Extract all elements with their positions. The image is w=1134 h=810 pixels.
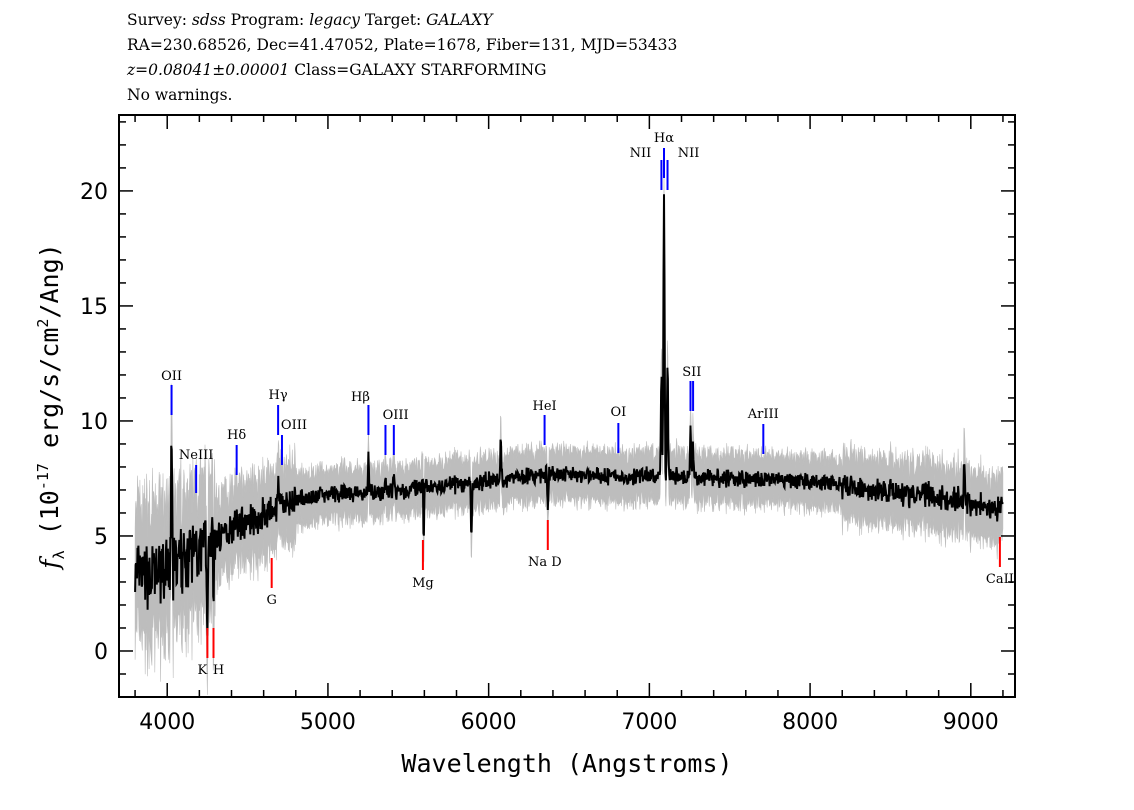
line-marker-label: SII bbox=[682, 365, 701, 380]
x-tick-label: 6000 bbox=[461, 710, 517, 735]
line-marker-label: K bbox=[198, 663, 208, 678]
line-marker-label: OIII bbox=[281, 418, 307, 433]
line-marker-label: Hδ bbox=[227, 428, 246, 443]
x-axis-title: Wavelength (Angstroms) bbox=[401, 749, 732, 778]
plot-frame bbox=[118, 114, 1016, 698]
line-marker-label: G bbox=[266, 593, 276, 608]
redshift: z=0.08041±0.00001 bbox=[127, 61, 290, 79]
survey-label: Survey: bbox=[127, 11, 187, 29]
target-label: Target: bbox=[364, 11, 422, 29]
y-tick-label: 15 bbox=[80, 295, 108, 320]
warnings: No warnings. bbox=[127, 86, 233, 104]
x-tick-label: 5000 bbox=[300, 710, 356, 735]
error-band bbox=[134, 174, 1004, 695]
y-axis-title: fλ (10-17 erg/s/cm2/Ang) bbox=[34, 243, 68, 570]
flux-series bbox=[134, 194, 1004, 636]
line-marker-label: HeI bbox=[532, 399, 556, 414]
header-line-2: RA=230.68526, Dec=41.47052, Plate=1678, … bbox=[127, 36, 678, 54]
header-line-3: z=0.08041±0.00001 Class=GALAXY STARFORMI… bbox=[127, 61, 547, 79]
program-label: Program: bbox=[230, 11, 305, 29]
class: Class=GALAXY STARFORMING bbox=[294, 61, 547, 79]
y-tick-label: 10 bbox=[80, 410, 108, 435]
program-value: legacy bbox=[309, 11, 360, 29]
line-marker-label: Mg bbox=[412, 576, 434, 591]
line-marker-label: Hβ bbox=[351, 390, 370, 405]
x-tick-label: 7000 bbox=[621, 710, 677, 735]
x-tick-label: 9000 bbox=[943, 710, 999, 735]
header-line-1: Survey: sdss Program: legacy Target: GAL… bbox=[127, 11, 493, 29]
target-value: GALAXY bbox=[426, 11, 493, 29]
axis-ticks: 4000 5000 6000 7000 8000 9000 0 5 10 15 20 bbox=[80, 115, 1015, 735]
y-tick-label: 0 bbox=[94, 640, 108, 665]
flux-line bbox=[134, 194, 1004, 636]
line-marker-label: CaII bbox=[986, 572, 1014, 587]
line-marker-label: OIII bbox=[383, 408, 409, 423]
svg-text:fλ (10-17 erg/s/cm2/Ang): fλ (10-17 erg/s/cm2/Ang) bbox=[34, 243, 68, 570]
line-marker-label: H bbox=[213, 663, 224, 678]
error-band-area bbox=[134, 174, 1004, 695]
line-marker-label: OII bbox=[161, 369, 182, 384]
line-marker-label: OI bbox=[610, 405, 626, 420]
line-marker-label: NeIII bbox=[179, 448, 213, 463]
x-tick-label: 4000 bbox=[139, 710, 195, 735]
line-marker-label: NII bbox=[630, 146, 652, 161]
line-marker-label: Na D bbox=[528, 555, 562, 570]
line-marker-label: NII bbox=[678, 146, 700, 161]
y-tick-label: 5 bbox=[94, 525, 108, 550]
survey-value: sdss bbox=[191, 11, 226, 29]
line-marker-label: Hα bbox=[654, 131, 674, 146]
x-tick-label: 8000 bbox=[782, 710, 838, 735]
line-marker-label: Hγ bbox=[269, 388, 288, 403]
y-tick-label: 20 bbox=[80, 180, 108, 205]
line-marker-label: ArIII bbox=[747, 407, 779, 422]
